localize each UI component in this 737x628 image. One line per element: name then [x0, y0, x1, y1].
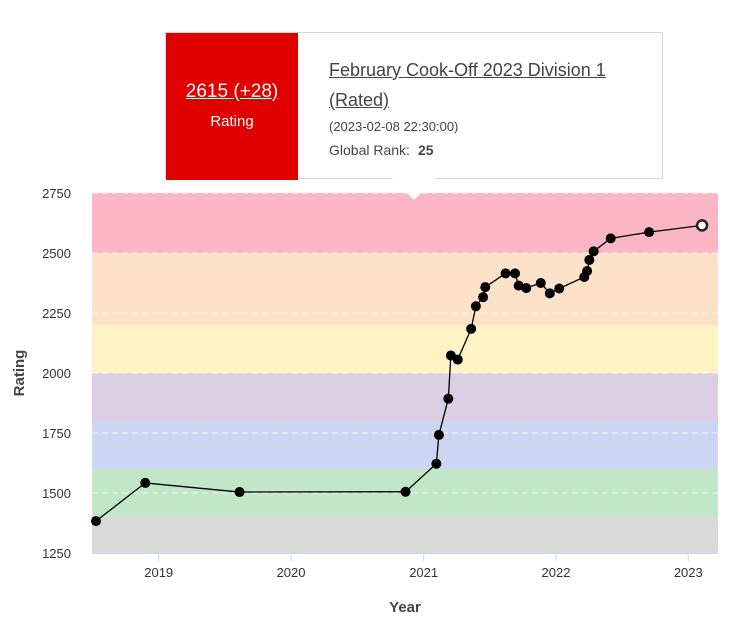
data-point [605, 233, 616, 244]
data-point [443, 393, 454, 404]
contest-info: February Cook-Off 2023 Division 1 (Rated… [329, 55, 649, 158]
data-point [480, 282, 491, 293]
rating-value[interactable]: 2615 (+28) [185, 81, 279, 102]
data-point [582, 266, 593, 276]
data-point [140, 477, 151, 488]
global-rank: Global Rank: 25 [329, 142, 649, 158]
tooltip-pointer [392, 178, 436, 200]
x-tick-label: 2023 [674, 565, 703, 580]
rating-band-6 [92, 193, 718, 253]
y-tick-label: 1250 [42, 546, 71, 561]
data-point [584, 254, 595, 265]
y-tick-label: 2250 [42, 306, 71, 321]
data-point [554, 283, 565, 294]
data-point [535, 278, 546, 288]
contest-tooltip: 2615 (+28) Rating February Cook-Off 2023… [165, 32, 663, 180]
rating-band-5 [92, 253, 718, 325]
data-point [234, 487, 245, 498]
selected-data-point [695, 219, 709, 232]
data-point [452, 354, 463, 365]
rating-panel: 2615 (+28) Rating [166, 33, 298, 180]
contest-name-link[interactable]: February Cook-Off 2023 Division 1 (Rated… [329, 60, 606, 110]
x-tick-label: 2022 [542, 565, 571, 580]
y-tick-label: 2750 [42, 186, 71, 201]
data-point [90, 516, 101, 527]
data-point [588, 246, 599, 257]
data-point [521, 283, 532, 294]
rating-band-3 [92, 373, 718, 421]
data-point [500, 268, 511, 279]
y-axis-title: Rating [11, 350, 28, 397]
rating-band-0 [92, 517, 718, 553]
global-rank-value: 25 [417, 142, 434, 158]
y-tick-label: 2000 [42, 366, 71, 381]
rating-band-2 [92, 421, 718, 469]
data-point [400, 486, 411, 497]
rating-label: Rating [210, 113, 254, 130]
data-point [466, 323, 477, 334]
data-point [433, 429, 444, 440]
data-point [544, 288, 555, 299]
rating-band-4 [92, 325, 718, 373]
data-point [478, 292, 489, 303]
data-point [510, 268, 521, 279]
x-tick-label: 2019 [144, 565, 173, 580]
x-axis-title: Year [389, 599, 421, 616]
contest-date: (2023-02-08 22:30:00) [329, 119, 459, 134]
x-tick-label: 2021 [409, 565, 438, 580]
y-tick-label: 1500 [42, 486, 71, 501]
data-point [470, 301, 481, 312]
data-point [644, 227, 655, 238]
data-point [431, 458, 442, 469]
x-tick-label: 2020 [277, 565, 306, 580]
y-tick-label: 1750 [42, 426, 71, 441]
y-tick-label: 2500 [42, 246, 71, 261]
data-point [513, 280, 524, 291]
global-rank-label: Global Rank: [329, 142, 410, 158]
